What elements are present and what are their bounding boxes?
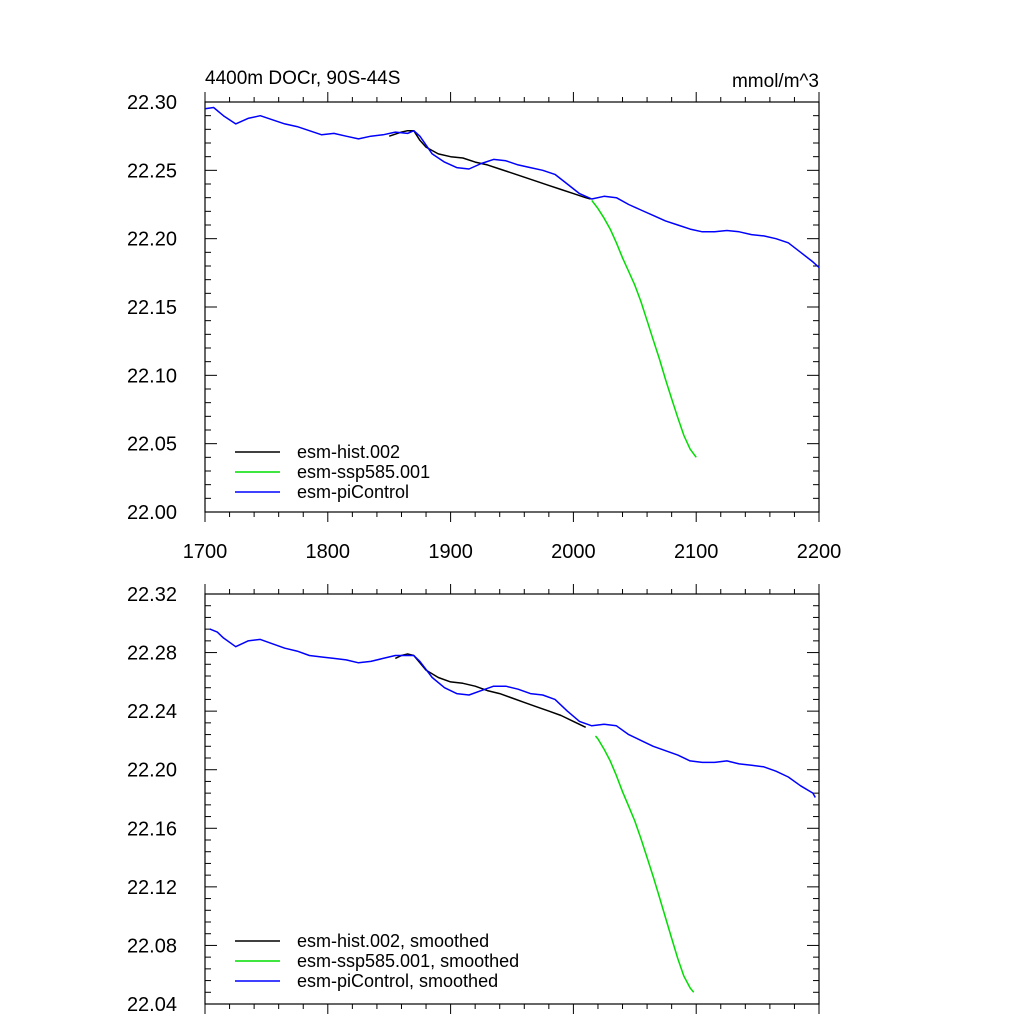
series-line-1 — [394, 653, 587, 728]
bottom-panel: 22.04 22.08 22.12 22.16 22.20 22.24 22.28 22.32… — [127, 584, 820, 1016]
y-tick-label: 22.00 — [127, 502, 177, 524]
y-tick-label: 22.25 — [127, 160, 177, 182]
series-line-3 — [209, 628, 816, 798]
y-tick-label: 22.08 — [127, 935, 177, 957]
y-tick-label: 22.24 — [127, 701, 177, 723]
x-tick-label: 2000 — [551, 541, 596, 563]
legend-label: esm-ssp585.001 — [297, 462, 430, 482]
units-label: mmol/m^3 — [732, 71, 819, 92]
legend-label: esm-ssp585.001, smoothed — [297, 951, 519, 971]
series-line-2 — [594, 735, 695, 993]
legend-label: esm-hist.002, smoothed — [297, 931, 489, 951]
series-line-2 — [591, 199, 697, 458]
y-tick-label: 22.16 — [127, 818, 177, 840]
legend-label: esm-hist.002 — [297, 442, 400, 462]
y-tick-label: 22.20 — [127, 760, 177, 782]
x-tick-label: 1900 — [428, 541, 473, 563]
y-tick-label: 22.10 — [127, 365, 177, 387]
y-tick-label: 22.15 — [127, 297, 177, 319]
y-tick-label: 22.04 — [127, 994, 177, 1016]
y-tick-label: 22.05 — [127, 434, 177, 456]
series-line-3 — [204, 106, 820, 268]
plot-frame — [204, 593, 820, 1005]
x-tick-label: 1700 — [183, 541, 228, 563]
chart-title: 4400m DOCr, 90S-44S — [205, 68, 400, 89]
x-tick-label: 2200 — [797, 541, 842, 563]
x-tick-label: 1800 — [306, 541, 351, 563]
y-tick-label: 22.28 — [127, 643, 177, 665]
x-tick-label: 2100 — [674, 541, 719, 563]
top-panel: 1700 1800 1900 2000 2100 2200 22.00 22.05 22.10 2… — [127, 68, 841, 563]
legend-label: esm-piControl, smoothed — [297, 971, 498, 991]
y-tick-label: 22.20 — [127, 229, 177, 251]
y-tick-label: 22.32 — [127, 584, 177, 606]
legend-label: esm-piControl — [297, 482, 409, 502]
y-tick-label: 22.12 — [127, 877, 177, 899]
y-tick-label: 22.30 — [127, 92, 177, 114]
series-line-1 — [388, 129, 591, 200]
